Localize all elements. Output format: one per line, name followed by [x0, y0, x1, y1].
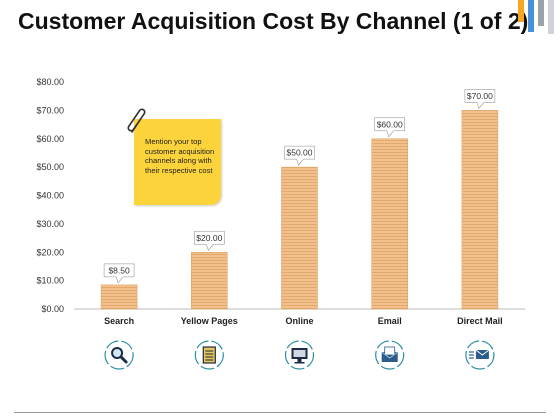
bar-direct-mail — [461, 110, 499, 310]
envelope-flap — [381, 351, 398, 359]
data-label: $70.00 — [467, 91, 493, 101]
document-icon — [194, 340, 224, 370]
paperclip-icon — [127, 108, 146, 133]
deco-bar-1 — [518, 0, 524, 22]
y-tick-label: $40.00 — [36, 191, 64, 201]
y-tick-label: $60.00 — [36, 134, 64, 144]
mail-flap — [475, 349, 490, 356]
value-callout-pointer — [115, 276, 124, 284]
deco-bar-2 — [528, 0, 534, 32]
computer-monitor-icon — [284, 340, 315, 370]
page-title: Customer Acquisition Cost By Channel (1 … — [18, 8, 529, 34]
x-tick-label: Search — [104, 316, 134, 326]
envelope-icon — [375, 340, 405, 370]
x-tick-label: Direct Mail — [457, 316, 503, 326]
value-callout: $8.50 — [103, 263, 135, 284]
monitor-base — [294, 362, 305, 364]
bar-yellow-pages — [191, 252, 228, 310]
x-tick-label: Email — [378, 316, 402, 326]
bar-online — [281, 166, 318, 310]
mail-send-icon — [465, 340, 495, 370]
value-callout: $70.00 — [464, 89, 496, 109]
y-tick-label: $50.00 — [36, 162, 64, 172]
data-label: $50.00 — [287, 148, 313, 158]
deco-bar-3 — [538, 0, 544, 26]
x-tick-label: Online — [285, 316, 313, 326]
y-tick-label: $10.00 — [36, 276, 64, 286]
y-tick-label: $0.00 — [41, 304, 64, 314]
data-label: $20.00 — [196, 233, 222, 243]
channel-icons — [104, 340, 495, 370]
data-label: $60.00 — [377, 119, 403, 129]
deco-bar-4 — [548, 0, 554, 34]
y-tick-label: $80.00 — [36, 77, 64, 87]
sticky-note: Mention your top customer acquisition ch… — [134, 119, 221, 205]
x-tick-label: Yellow Pages — [181, 316, 238, 326]
value-callout: $20.00 — [194, 230, 225, 251]
monitor-display — [293, 350, 306, 357]
value-labels-group: $8.50 $20.00 $50.00 $60.00 $70.00 — [103, 89, 496, 284]
y-tick-label: $70.00 — [36, 105, 64, 115]
y-tick-label: $20.00 — [36, 247, 64, 257]
corner-decoration — [516, 0, 560, 36]
monitor-stand — [297, 359, 302, 362]
envelope-letter — [384, 346, 396, 356]
bar-search — [100, 284, 138, 310]
value-callout-pointer — [386, 130, 394, 138]
value-callout-pointer — [296, 158, 304, 166]
bars-group — [100, 110, 499, 310]
value-callout-pointer — [476, 102, 485, 109]
magnifier-lens — [111, 347, 124, 359]
y-axis: $0.00 $10.00 $20.00 $30.00 $40.00 $50.00 $60.0… — [36, 77, 525, 314]
data-label: $8.50 — [108, 265, 130, 275]
value-callout-pointer — [206, 244, 214, 251]
envelope-body — [381, 352, 398, 362]
y-tick-label: $30.00 — [36, 219, 64, 229]
document-sheet — [202, 346, 216, 364]
value-callout: $50.00 — [284, 145, 315, 166]
magnifier-handle — [119, 355, 128, 364]
value-callout: $60.00 — [374, 117, 406, 138]
bar-email — [371, 138, 408, 310]
search-icon — [104, 340, 134, 370]
footer-divider — [14, 412, 546, 413]
x-axis-labels: Search Yellow Pages Online Email Direct Mail — [104, 316, 503, 326]
sticky-note-text: Mention your top customer acquisition ch… — [145, 137, 215, 175]
